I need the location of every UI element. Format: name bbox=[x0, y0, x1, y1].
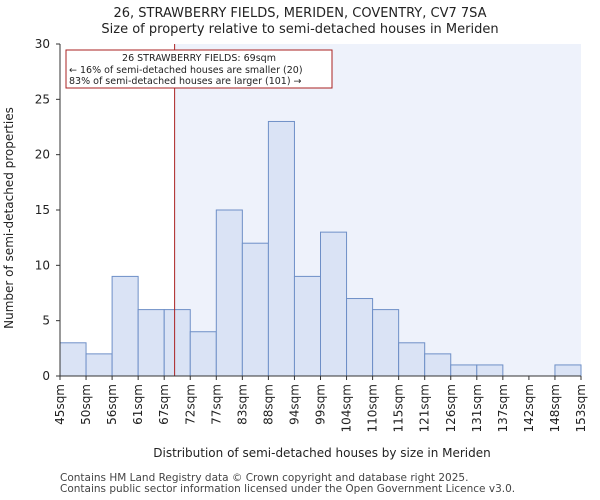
histogram-bar bbox=[59, 342, 87, 377]
x-tick-label: 115sqm bbox=[392, 384, 406, 432]
y-tick-label: 10 bbox=[35, 258, 50, 272]
x-tick-label: 56sqm bbox=[105, 384, 119, 425]
y-tick-label: 30 bbox=[35, 37, 50, 51]
chart-subtitle: Size of property relative to semi-detach… bbox=[101, 22, 498, 37]
x-tick-label: 83sqm bbox=[235, 384, 249, 425]
x-tick-label: 110sqm bbox=[366, 384, 380, 432]
histogram-bar bbox=[85, 353, 113, 377]
footer-line-2: Contains public sector information licen… bbox=[60, 483, 516, 495]
x-tick-label: 148sqm bbox=[548, 384, 562, 432]
x-tick-label: 77sqm bbox=[209, 384, 223, 425]
histogram-bar bbox=[267, 120, 295, 377]
histogram-bar bbox=[241, 242, 269, 377]
histogram-bar bbox=[346, 298, 374, 377]
histogram-bar bbox=[424, 353, 452, 377]
x-tick-label: 61sqm bbox=[131, 384, 145, 425]
x-tick-label: 137sqm bbox=[496, 384, 510, 432]
x-tick-label: 126sqm bbox=[444, 384, 458, 432]
x-axis-label: Distribution of semi-detached houses by … bbox=[153, 446, 491, 460]
x-tick-label: 50sqm bbox=[79, 384, 93, 425]
histogram-bar bbox=[372, 309, 400, 377]
histogram-bar bbox=[293, 275, 322, 377]
y-tick-label: 0 bbox=[42, 369, 50, 383]
annotation-line-1: 26 STRAWBERRY FIELDS: 69sqm bbox=[122, 53, 276, 64]
x-tick-label: 88sqm bbox=[261, 384, 275, 425]
annotation-line-3: 83% of semi-detached houses are larger (… bbox=[69, 76, 302, 87]
x-tick-label: 131sqm bbox=[470, 384, 484, 432]
histogram-bar bbox=[476, 364, 504, 377]
x-tick-label: 67sqm bbox=[157, 384, 171, 425]
annotation-frame bbox=[65, 49, 333, 89]
histogram-bar bbox=[163, 309, 191, 377]
x-tick-label: 45sqm bbox=[53, 384, 67, 425]
histogram-bar bbox=[137, 309, 165, 377]
x-tick-label: 153sqm bbox=[574, 384, 588, 432]
x-tick-label: 121sqm bbox=[418, 384, 432, 432]
annotation-box: 26 STRAWBERRY FIELDS: 69sqm ← 16% of sem… bbox=[65, 49, 333, 89]
x-tick-label: 72sqm bbox=[183, 384, 197, 425]
y-axis-label: Number of semi-detached properties bbox=[2, 107, 16, 329]
histogram-bar bbox=[111, 275, 139, 377]
x-tick-label: 94sqm bbox=[287, 384, 301, 425]
histogram-bar bbox=[189, 331, 217, 377]
histogram-bar bbox=[398, 342, 426, 377]
annotation-line-2: ← 16% of semi-detached houses are smalle… bbox=[69, 65, 303, 76]
y-tick-label: 15 bbox=[35, 203, 50, 217]
footer-line-1: Contains HM Land Registry data © Crown c… bbox=[60, 472, 469, 484]
x-tick-label: 104sqm bbox=[340, 384, 354, 432]
histogram-bar bbox=[215, 209, 243, 377]
chart-title: 26, STRAWBERRY FIELDS, MERIDEN, COVENTRY… bbox=[113, 6, 486, 21]
x-tick-label: 142sqm bbox=[522, 384, 536, 432]
histogram-bar bbox=[554, 364, 582, 377]
y-tick-label: 25 bbox=[35, 92, 50, 106]
y-tick-label: 5 bbox=[42, 314, 50, 328]
histogram-bar bbox=[450, 364, 478, 377]
histogram-bar bbox=[320, 231, 348, 377]
x-tick-label: 99sqm bbox=[314, 384, 328, 425]
y-tick-label: 20 bbox=[35, 148, 50, 162]
